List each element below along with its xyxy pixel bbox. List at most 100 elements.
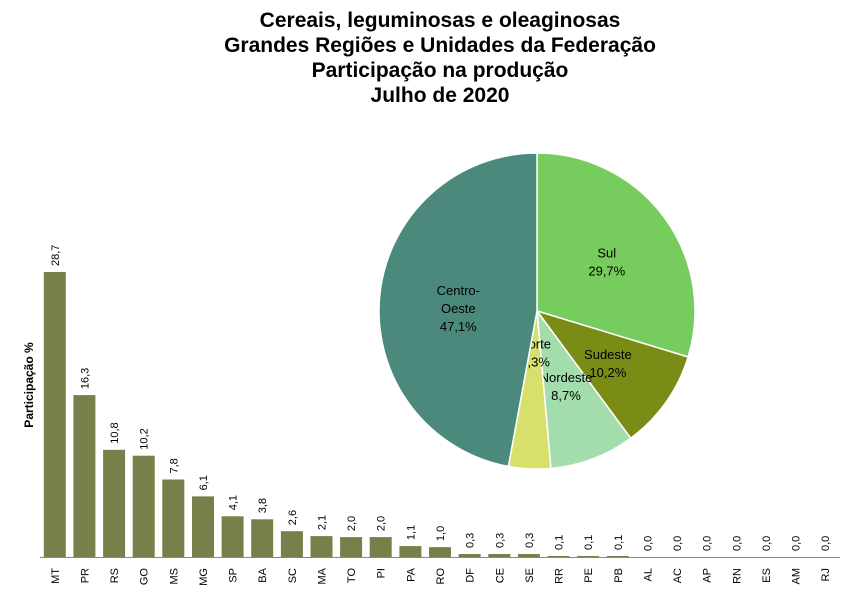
- pie-label-name: Centro-: [437, 283, 480, 298]
- pie-slice-centro-oeste: [378, 152, 538, 468]
- pie-label-name: Sul: [597, 245, 616, 260]
- category-label: SP: [228, 568, 240, 583]
- bar-SC: [280, 531, 303, 557]
- bar-value-label: 2,1: [316, 515, 328, 530]
- pie-label-value: 8,7%: [551, 388, 581, 403]
- pie-slice-sul: [536, 152, 696, 358]
- bar-GO: [132, 455, 155, 557]
- y-axis-label: Participação %: [22, 342, 36, 428]
- category-label: TO: [346, 568, 358, 584]
- bar-MS: [162, 479, 185, 557]
- bar-value-label: 0,1: [583, 535, 595, 550]
- category-label: SE: [524, 568, 536, 583]
- pie-label: Centro- Oeste 47,1%: [437, 283, 480, 334]
- bar-PE: [577, 556, 600, 557]
- category-label: RN: [731, 568, 743, 584]
- title-line-3: Participação na produção: [311, 59, 569, 82]
- bar-value-label: 28,7: [50, 245, 62, 266]
- bar-value-label: 0,0: [820, 536, 832, 551]
- bar-value-label: 0,0: [672, 536, 684, 551]
- bar-RR: [547, 556, 570, 557]
- pie-label-name: Sudeste: [584, 347, 632, 362]
- pie-label: Sudeste 10,2%: [584, 347, 632, 380]
- category-label: RO: [435, 568, 447, 585]
- bar-BA: [251, 519, 274, 557]
- bar-MT: [43, 272, 66, 557]
- bar-value-label: 1,0: [435, 526, 447, 541]
- pie-label: Nordeste 8,7%: [540, 370, 593, 403]
- pie-label-value: 10,2%: [589, 365, 626, 380]
- category-label: GO: [139, 568, 151, 586]
- bar-value-label: 10,2: [139, 428, 151, 449]
- bar-DF: [458, 554, 481, 557]
- bar-RS: [103, 449, 126, 557]
- bar-value-label: 0,3: [524, 533, 536, 548]
- pie-slice-sudeste: [535, 309, 690, 440]
- category-label: MA: [316, 567, 328, 584]
- bar-value-label: 0,0: [642, 536, 654, 551]
- category-label: MG: [198, 568, 210, 586]
- category-label: RS: [109, 568, 121, 583]
- bar-value-label: 10,8: [109, 422, 121, 443]
- title-line-4: Julho de 2020: [370, 84, 510, 107]
- category-label: MT: [50, 568, 62, 584]
- category-label: DF: [465, 568, 477, 583]
- bar-value-label: 7,8: [168, 458, 180, 473]
- category-label: ES: [761, 568, 773, 583]
- bar-value-label: 0,1: [613, 535, 625, 550]
- bar-value-label: 2,6: [287, 510, 299, 525]
- bar-value-label: 1,1: [405, 525, 417, 540]
- category-label: PE: [583, 568, 595, 583]
- pie-label-value: 29,7%: [588, 263, 625, 278]
- bar-value-label: 0,0: [731, 536, 743, 551]
- bar-value-label: 0,0: [702, 536, 714, 551]
- bar-value-label: 2,0: [376, 516, 388, 531]
- bar-SE: [517, 554, 540, 557]
- bar-PA: [399, 546, 422, 557]
- bar-value-label: 2,0: [346, 516, 358, 531]
- bar-value-label: 4,1: [228, 495, 240, 510]
- category-label: AC: [672, 568, 684, 583]
- category-label: AP: [702, 568, 714, 583]
- pie-label-name: Oeste: [441, 301, 476, 316]
- title-line-1: Cereais, leguminosas e oleaginosas: [259, 9, 621, 32]
- category-label: MS: [168, 568, 180, 585]
- category-label: RR: [554, 568, 566, 584]
- bar-PR: [73, 395, 96, 557]
- title-line-2: Grandes Regiões e Unidades da Federação: [224, 34, 656, 57]
- chart-title: Cereais, leguminosas e oleaginosas Grand…: [0, 8, 859, 108]
- pie-slice-nordeste: [536, 308, 632, 470]
- bar-value-label: 0,0: [791, 536, 803, 551]
- bar-CE: [488, 554, 511, 557]
- bar-value-label: 6,1: [198, 475, 210, 490]
- bar-TO: [340, 537, 363, 557]
- bar-RO: [429, 547, 451, 557]
- category-label: RJ: [820, 568, 832, 581]
- pie-label: Sul 29,7%: [588, 245, 625, 278]
- bar-MG: [192, 496, 214, 557]
- bar-value-label: 0,1: [554, 535, 566, 550]
- category-label: CE: [494, 568, 506, 583]
- bar-chart: Participação % 28,7 MT 16,3 PR 10,8 RS 10,2 GO 7,…: [22, 245, 840, 586]
- bar-PI: [369, 537, 392, 557]
- bar-MA: [310, 536, 333, 557]
- category-label: PA: [405, 567, 417, 582]
- bar-value-label: 3,8: [257, 498, 269, 513]
- bar-PB: [606, 556, 629, 557]
- bar-SP: [221, 516, 244, 557]
- bar-value-label: 0,3: [465, 533, 477, 548]
- category-label: PR: [79, 568, 91, 583]
- category-label: PB: [613, 568, 625, 583]
- pie-label-name: Nordeste: [540, 370, 593, 385]
- category-label: AL: [642, 568, 654, 581]
- category-label: BA: [257, 567, 269, 582]
- bar-value-label: 0,3: [494, 533, 506, 548]
- bar-value-label: 0,0: [761, 536, 773, 551]
- category-label: AM: [791, 568, 803, 585]
- pie-label-value: 47,1%: [440, 319, 477, 334]
- category-label: SC: [287, 568, 299, 583]
- pie-chart: Sul 29,7%Sudeste 10,2%Nordeste 8,7%Norte 4,3…: [378, 152, 696, 470]
- bar-value-label: 16,3: [79, 368, 91, 389]
- category-label: PI: [376, 568, 388, 578]
